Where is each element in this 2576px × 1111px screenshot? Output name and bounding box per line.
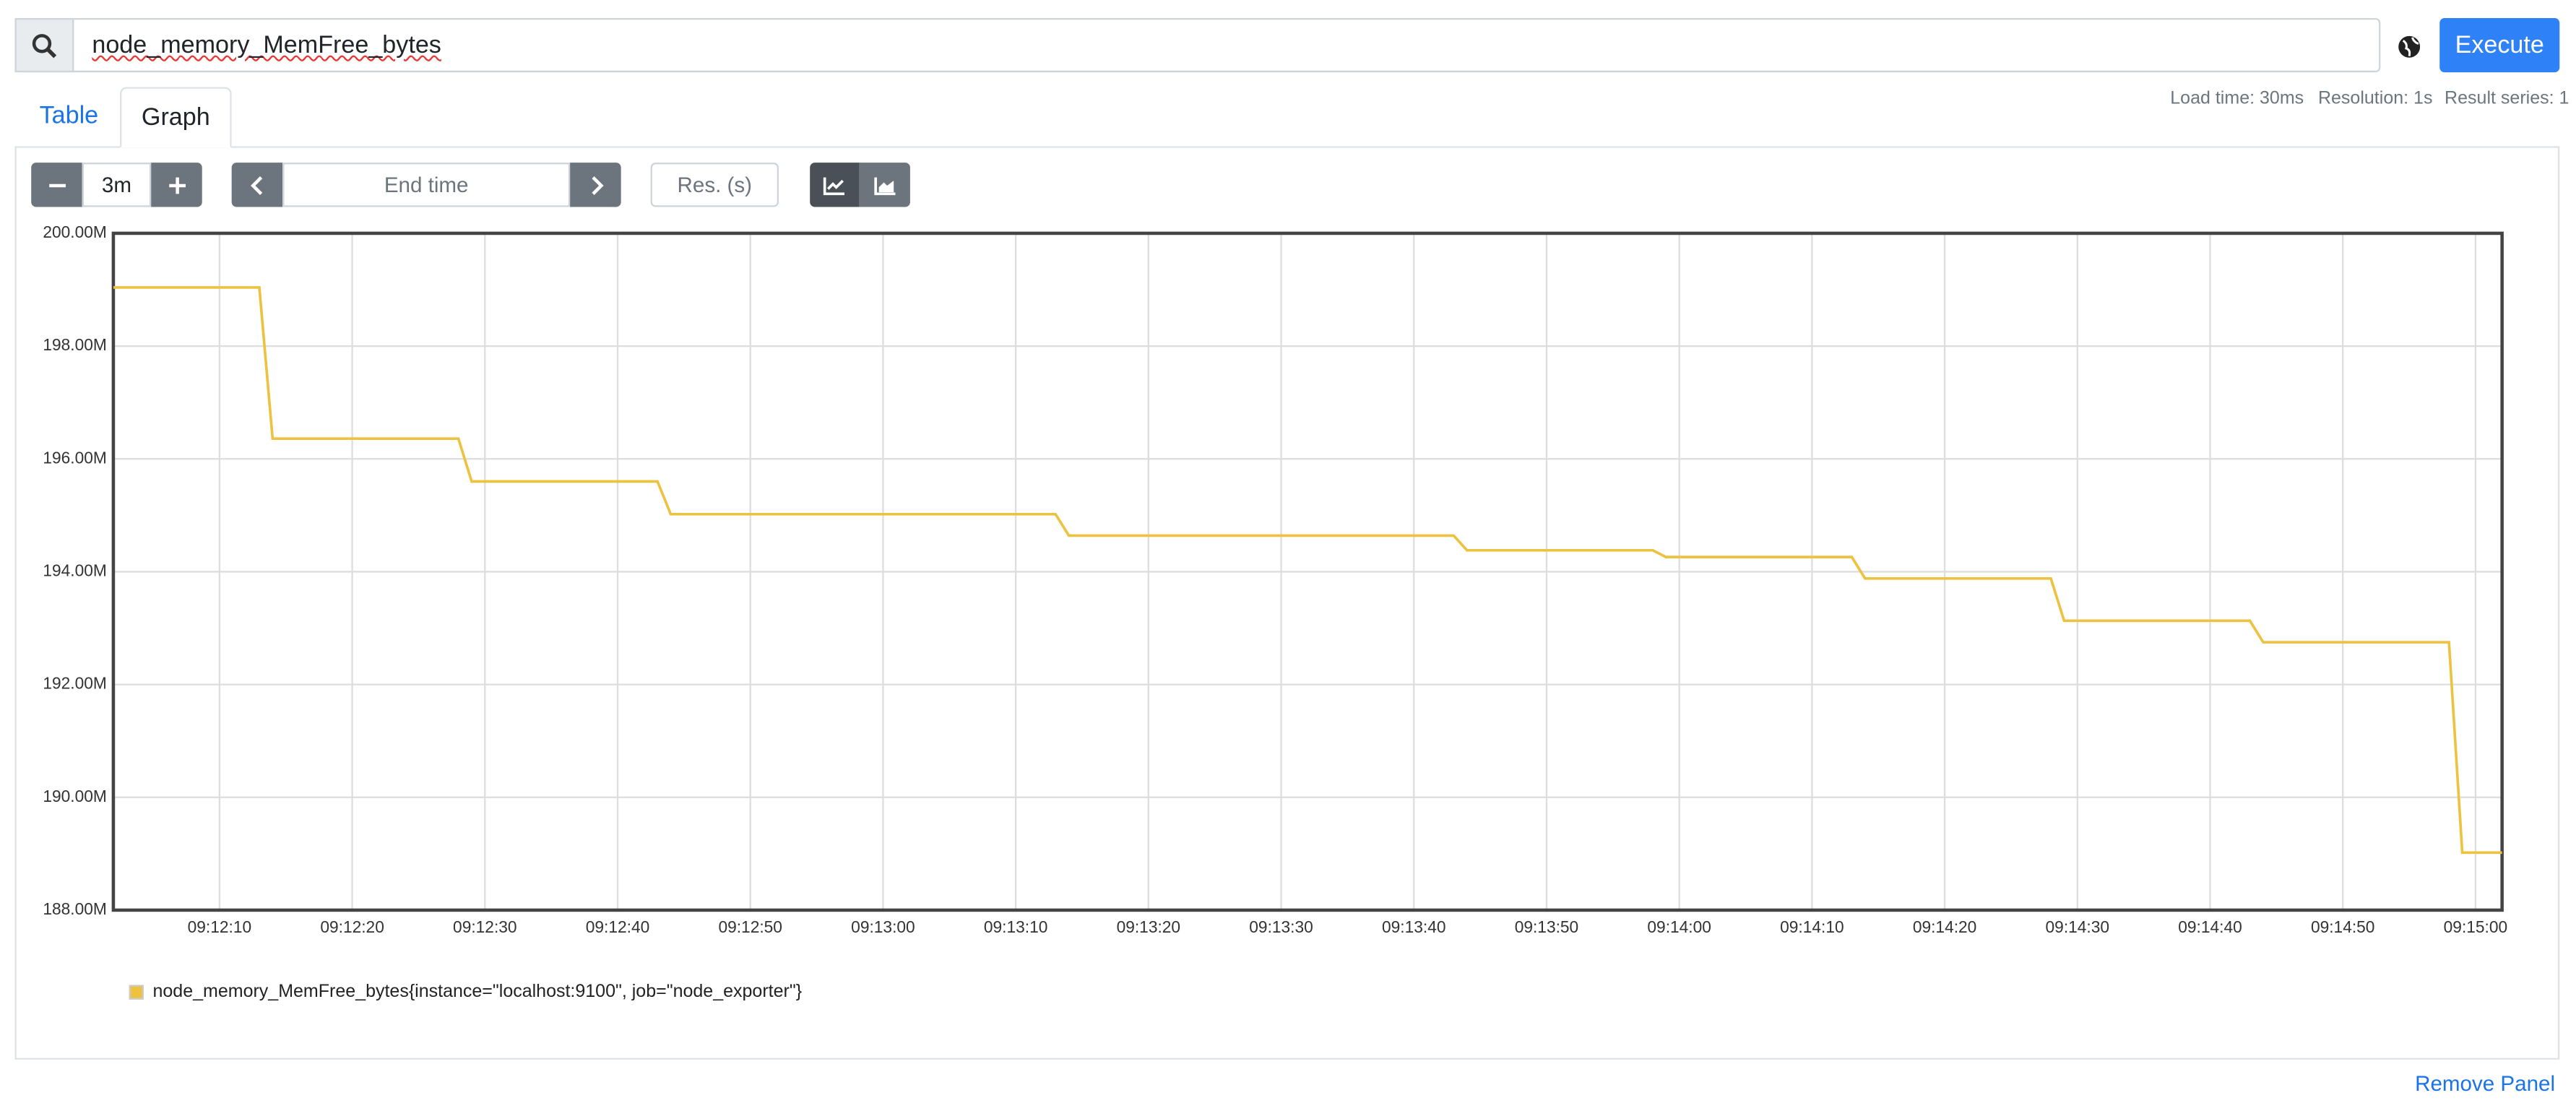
decrease-range[interactable]: [31, 163, 82, 207]
y-tick-label: 188.00M: [43, 899, 106, 918]
y-tick-label: 196.00M: [43, 448, 106, 467]
plot-border: [111, 231, 2504, 912]
y-tick-label: 190.00M: [43, 787, 106, 805]
legend-label: node_memory_MemFree_bytes{instance="loca…: [153, 981, 803, 1001]
x-tick-label: 09:13:40: [1382, 917, 1445, 936]
remove-panel[interactable]: Remove Panel: [2415, 1071, 2556, 1096]
range-input[interactable]: 3m: [82, 163, 152, 207]
series-line: [113, 286, 2502, 855]
next-time[interactable]: [570, 163, 621, 207]
resolution: Resolution: 1s: [2317, 88, 2433, 109]
end-time-input[interactable]: End time: [282, 163, 571, 207]
y-tick-label: 192.00M: [43, 674, 106, 693]
search-icon: [14, 18, 74, 73]
right-chevron: [591, 175, 603, 194]
metrics-explorer[interactable]: [2390, 28, 2426, 64]
x-tick-label: 09:14:30: [2046, 917, 2110, 936]
unstacked-button[interactable]: [810, 163, 860, 207]
table-tab[interactable]: Table: [39, 102, 99, 130]
line-icon: [823, 176, 844, 195]
x-tick-label: 09:13:20: [1117, 917, 1180, 936]
execute-button[interactable]: Execute: [2439, 18, 2560, 73]
x-tick-label: 09:13:10: [984, 917, 1047, 936]
y-tick-label: 194.00M: [43, 561, 106, 579]
increase-range[interactable]: [151, 163, 202, 207]
minus-icon: [48, 183, 65, 187]
x-tick-label: 09:14:20: [1913, 917, 1977, 936]
x-tick-label: 09:14:40: [2178, 917, 2242, 936]
x-tick-label: 09:14:00: [1647, 917, 1711, 936]
x-tick-label: 09:14:50: [2311, 917, 2375, 936]
x-tick-label: 09:14:10: [1780, 917, 1844, 936]
x-tick-label: 09:12:40: [586, 917, 650, 936]
result-series: Result series: 1: [2445, 88, 2569, 109]
globe-icon: [2398, 35, 2419, 57]
stacked-button[interactable]: [859, 163, 910, 207]
graph-panel: [14, 146, 2560, 1060]
x-tick-label: 09:12:50: [718, 917, 782, 936]
area-icon: [873, 176, 895, 195]
load-time: Load time: 30ms: [2170, 88, 2304, 109]
x-tick-label: 09:13:00: [851, 917, 915, 936]
x-tick-label: 09:12:20: [320, 917, 384, 936]
previous-time[interactable]: [231, 163, 283, 207]
resolution-input[interactable]: Res. (s): [650, 163, 779, 207]
magnifier: [32, 33, 57, 58]
legend-swatch: [129, 985, 144, 1000]
x-tick-label: 09:13:30: [1249, 917, 1313, 936]
query-input[interactable]: node_memory_MemFree_bytes: [92, 31, 441, 59]
graph-tab[interactable]: Graph: [120, 87, 232, 148]
y-tick-label: 198.00M: [43, 335, 106, 354]
x-tick-label: 09:15:00: [2444, 917, 2508, 936]
plus-icon: [168, 176, 185, 194]
x-tick-label: 09:13:50: [1515, 917, 1579, 936]
x-tick-label: 09:12:10: [188, 917, 252, 936]
x-tick-label: 09:12:30: [453, 917, 517, 936]
y-tick-label: 200.00M: [43, 222, 106, 241]
left-chevron: [249, 175, 262, 194]
